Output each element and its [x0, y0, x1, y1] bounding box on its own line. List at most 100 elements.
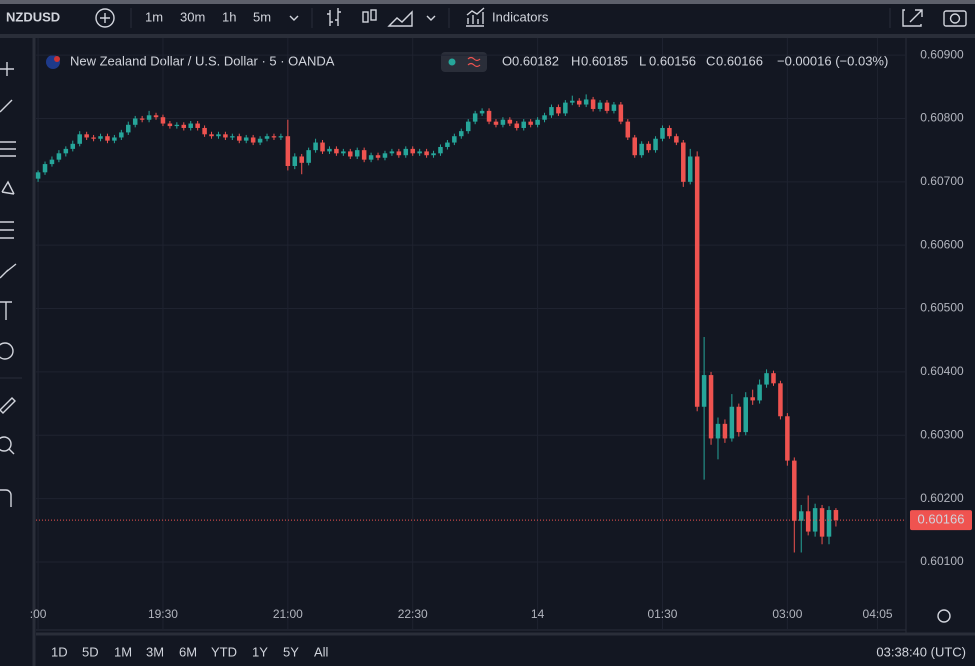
candle-body [535, 119, 540, 125]
range-button[interactable]: 5Y [283, 644, 299, 659]
magnet-tool[interactable] [0, 489, 12, 507]
interval-button[interactable]: 1h [222, 9, 236, 24]
status-badge [441, 52, 487, 72]
ohlc-letter: C [706, 53, 715, 68]
interval-button[interactable]: 30m [180, 9, 205, 24]
candle-body [459, 131, 464, 137]
x-tick-label: :00 [30, 607, 47, 621]
candle-body [819, 508, 825, 537]
range-button[interactable]: 6M [179, 644, 197, 659]
range-button[interactable]: All [314, 644, 329, 659]
zoom-tool[interactable] [0, 436, 15, 455]
emoji-tool[interactable] [0, 342, 14, 360]
candle-body [639, 143, 644, 156]
candle-style[interactable] [362, 9, 377, 23]
candle-body [805, 511, 811, 532]
candle-body [521, 121, 526, 128]
candle-body [750, 397, 755, 401]
area-style[interactable] [387, 10, 413, 27]
candle-body [257, 138, 263, 143]
candle-body [91, 137, 96, 139]
candle-body [209, 134, 214, 137]
text-tool[interactable] [0, 301, 12, 320]
candle-body [701, 375, 707, 407]
candle-body [243, 137, 249, 141]
y-tick-label: 0.60900 [920, 47, 964, 61]
ruler-tool[interactable] [0, 397, 16, 414]
last-price-tag [910, 510, 972, 531]
candle-body [382, 153, 388, 158]
ohlc-letter: L [639, 53, 646, 68]
chart-title: New Zealand Dollar / U.S. Dollar · 5 · O… [70, 53, 335, 68]
candle-body [271, 136, 277, 138]
range-button[interactable]: 1M [114, 644, 132, 659]
candle-body [56, 153, 62, 160]
brush-tool[interactable] [0, 263, 17, 279]
candle-body [500, 119, 506, 125]
candle-body [417, 151, 422, 154]
interval-dropdown[interactable] [289, 15, 299, 21]
candle-body [778, 383, 783, 417]
candle-body [694, 156, 700, 407]
candle-body [70, 143, 76, 149]
settings-button[interactable] [937, 609, 951, 623]
drawing-tools [0, 62, 22, 507]
candle-body [798, 511, 804, 521]
indicators-button[interactable]: Indicators [492, 9, 549, 24]
interval-button[interactable]: 1m [145, 9, 163, 24]
candle-body [757, 384, 762, 401]
candle-body [687, 156, 693, 182]
candle-body [188, 123, 193, 128]
candle-body [375, 155, 381, 158]
ohlc-value: 0.60185 [581, 53, 628, 68]
candle-body [764, 373, 769, 385]
candle-body [237, 136, 242, 141]
candle-body [389, 151, 395, 154]
symbol[interactable]: NZDUSD [6, 9, 60, 24]
candle-body [583, 99, 589, 105]
candle-body [195, 123, 200, 128]
fullscreen-button[interactable] [902, 9, 923, 27]
y-tick-label: 0.60600 [920, 237, 964, 251]
projection-tool[interactable] [0, 221, 14, 239]
candle-body [216, 134, 221, 137]
candle-body [792, 460, 797, 521]
range-button[interactable]: 3M [146, 644, 164, 659]
candle-body [785, 416, 790, 461]
candle-body [833, 510, 839, 521]
x-tick-label: 14 [531, 607, 545, 621]
fib-tool[interactable] [0, 141, 16, 157]
range-button[interactable]: YTD [211, 644, 237, 659]
range-button[interactable]: 1D [51, 644, 68, 659]
crosshair-tool[interactable] [0, 62, 14, 76]
add-symbol[interactable] [95, 8, 115, 28]
candle-body [729, 406, 735, 439]
range-button[interactable]: 5D [82, 644, 99, 659]
candle-body [63, 148, 69, 154]
candle-body [528, 121, 533, 125]
candle-body [146, 115, 152, 120]
candle-body [604, 102, 610, 111]
candle-body [313, 142, 318, 151]
trendline-tool[interactable] [0, 99, 13, 113]
candle-body [556, 107, 561, 114]
ohlc-value: 0.60166 [716, 53, 763, 68]
x-tick-label: 03:00 [772, 607, 802, 621]
pattern-tool[interactable] [1, 180, 15, 195]
ohlc-value: 0.60156 [649, 53, 696, 68]
candle-body [42, 164, 48, 173]
y-tick-label: 0.60300 [920, 427, 964, 441]
candle-body [49, 159, 55, 165]
interval-button[interactable]: 5m [253, 9, 271, 24]
candle-body [660, 127, 665, 139]
candle-body [403, 148, 409, 156]
indicators-icon[interactable] [466, 7, 485, 27]
candle-body [132, 118, 138, 125]
candle-body [445, 142, 450, 147]
x-tick-label: 04:05 [863, 607, 893, 621]
bar-style[interactable] [327, 8, 341, 26]
style-dropdown[interactable] [426, 15, 436, 21]
candle-body [826, 510, 832, 537]
snapshot-button[interactable] [943, 10, 967, 27]
range-button[interactable]: 1Y [252, 644, 268, 659]
